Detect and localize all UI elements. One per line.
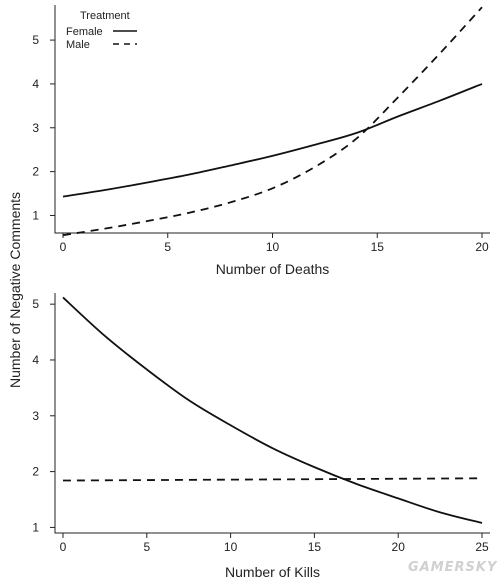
y-tick-label: 5 <box>32 33 39 47</box>
y-tick-label: 1 <box>32 520 39 534</box>
y-tick-label: 2 <box>32 465 39 479</box>
x-tick-label: 25 <box>475 540 489 554</box>
shared-y-axis-title: Number of Negative Comments <box>7 192 23 388</box>
watermark: GAMERSKY <box>408 560 498 575</box>
axis-frame <box>54 293 490 534</box>
x-tick-label: 5 <box>143 540 150 554</box>
x-tick-label: 15 <box>308 540 322 554</box>
x-tick-label: 5 <box>164 240 171 254</box>
y-tick-label: 4 <box>32 353 39 367</box>
y-tick-label: 3 <box>32 409 39 423</box>
male-series-line <box>62 6 483 237</box>
y-tick-label: 2 <box>32 165 39 179</box>
x-axis-title: Number of Kills <box>225 564 320 580</box>
axis-frame <box>54 5 490 234</box>
female-series-line <box>62 83 483 198</box>
x-tick-label: 10 <box>266 240 280 254</box>
legend-title: Treatment <box>80 10 130 22</box>
legend-label: Female <box>66 26 103 38</box>
dashed-series-line <box>62 477 483 482</box>
x-tick-label: 10 <box>224 540 238 554</box>
y-tick-label: 5 <box>32 297 39 311</box>
kills-chart-panel: 0 5 10 15 20 25 1 2 3 4 5 Number of Kills <box>32 293 490 580</box>
x-tick-label: 0 <box>60 240 67 254</box>
legend-label: Male <box>66 39 90 51</box>
solid-series-line <box>62 296 483 524</box>
y-tick-label: 4 <box>32 77 39 91</box>
x-tick-label: 20 <box>392 540 406 554</box>
y-tick-label: 1 <box>32 208 39 222</box>
x-tick-label: 15 <box>371 240 385 254</box>
x-tick-label: 0 <box>60 540 67 554</box>
x-tick-label: 20 <box>475 240 489 254</box>
y-tick-label: 3 <box>32 121 39 135</box>
x-axis-title: Number of Deaths <box>216 261 330 277</box>
deaths-chart-panel: 0 5 10 15 20 1 2 3 4 5 Number of Deaths Treatment Fe… <box>32 5 490 277</box>
